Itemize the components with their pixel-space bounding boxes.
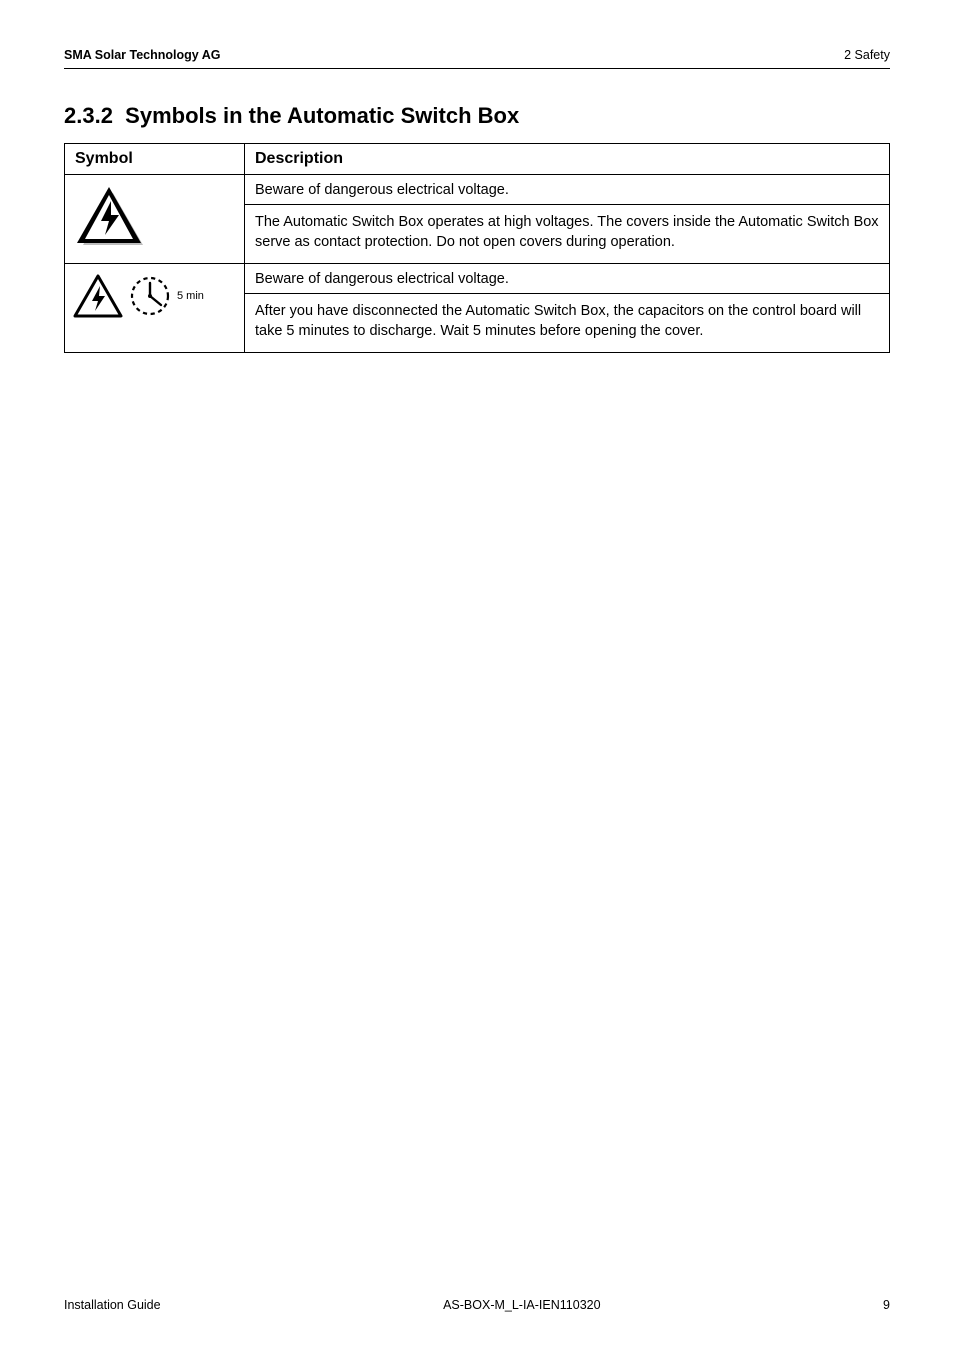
page-header: SMA Solar Technology AG 2 Safety <box>64 48 890 62</box>
row-heading: Beware of dangerous electrical voltage. <box>245 264 889 294</box>
footer-center: AS-BOX-M_L-IA-IEN110320 <box>443 1298 600 1312</box>
header-company: SMA Solar Technology AG <box>64 48 221 62</box>
page: SMA Solar Technology AG 2 Safety 2.3.2 S… <box>0 0 954 1352</box>
footer-page-number: 9 <box>883 1298 890 1312</box>
triangle-bolt-icon <box>73 274 123 318</box>
danger-voltage-icon <box>73 185 145 253</box>
clock-dashed-icon <box>129 275 171 317</box>
description-cell: Beware of dangerous electrical voltage. … <box>245 264 890 353</box>
row-body: The Automatic Switch Box operates at hig… <box>245 205 889 263</box>
row-heading: Beware of dangerous electrical voltage. <box>245 175 889 205</box>
section-title: 2.3.2 Symbols in the Automatic Switch Bo… <box>64 103 890 129</box>
wait-duration-label: 5 min <box>177 290 204 302</box>
symbols-table: Symbol Description Bewa <box>64 143 890 353</box>
col-description: Description <box>245 144 890 175</box>
table-row: 5 min Beware of dangerous electrical vol… <box>65 264 890 353</box>
symbol-cell: 5 min <box>65 264 245 353</box>
header-rule <box>64 68 890 69</box>
footer-left: Installation Guide <box>64 1298 161 1312</box>
section-heading: Symbols in the Automatic Switch Box <box>125 103 519 128</box>
table-header-row: Symbol Description <box>65 144 890 175</box>
danger-wait-5min-icon: 5 min <box>73 274 204 318</box>
symbol-cell <box>65 175 245 264</box>
col-symbol: Symbol <box>65 144 245 175</box>
row-body: After you have disconnected the Automati… <box>245 294 889 352</box>
header-section: 2 Safety <box>844 48 890 62</box>
page-footer: Installation Guide AS-BOX-M_L-IA-IEN1103… <box>64 1278 890 1312</box>
section-number: 2.3.2 <box>64 103 113 128</box>
table-row: Beware of dangerous electrical voltage. … <box>65 175 890 264</box>
description-cell: Beware of dangerous electrical voltage. … <box>245 175 890 264</box>
